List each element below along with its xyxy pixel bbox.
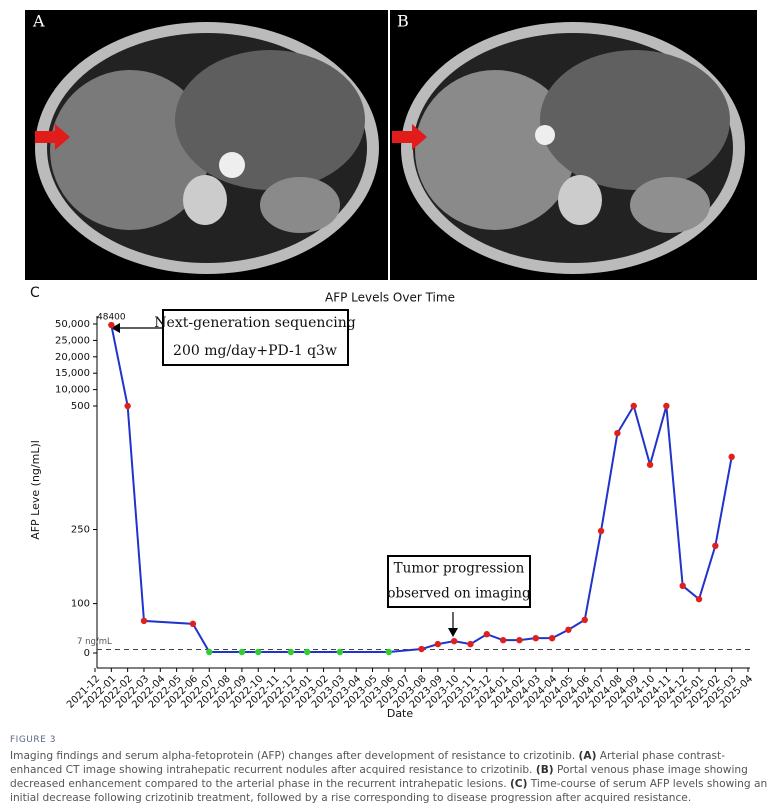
- data-point: [630, 402, 637, 410]
- y-tick-label: 15,000: [55, 368, 90, 379]
- data-point: [336, 648, 344, 656]
- data-point: [581, 616, 588, 624]
- figure-label: FIGURE 3: [10, 735, 56, 745]
- data-label: 48400: [97, 313, 126, 323]
- data-point: [499, 636, 507, 644]
- annotation-box: [387, 555, 531, 608]
- data-point: [728, 453, 735, 461]
- data-point: [565, 626, 572, 633]
- data-point: [434, 640, 442, 648]
- ct-image-a: [25, 10, 388, 280]
- data-point: [108, 321, 115, 329]
- data-point: [124, 402, 131, 410]
- data-point: [548, 634, 556, 642]
- annotation: 200 mg/day+PD-1 q3w: [173, 343, 337, 359]
- caption-part: (A): [578, 750, 597, 762]
- y-tick-label: 0: [84, 648, 90, 659]
- data-point: [516, 636, 523, 644]
- panel-label: B: [397, 12, 409, 31]
- data-point: [418, 645, 425, 653]
- panel-label: A: [32, 12, 45, 31]
- data-point: [467, 640, 474, 648]
- data-point: [532, 634, 539, 642]
- figure: A B C AFP Levels Over Time Date AFP Leve…: [25, 10, 757, 720]
- data-point: [663, 402, 670, 410]
- data-point: [287, 648, 295, 656]
- caption-part: Portal venous phase image showing decrea…: [10, 764, 748, 790]
- annotation: Next-generation sequencing: [154, 315, 355, 331]
- y-axis-label: AFP Leve (ng/mL)l: [29, 440, 42, 540]
- y-tick-label: 500: [71, 401, 90, 412]
- ct-image-b: [390, 10, 757, 280]
- data-point: [646, 461, 654, 468]
- caption-part: Time-course of serum AFP levels showing …: [10, 778, 768, 804]
- chart-title: AFP Levels Over Time: [325, 291, 455, 305]
- reference-label: 7 ng/mL: [77, 637, 112, 647]
- data-point: [206, 648, 213, 656]
- y-tick-label: 10,000: [55, 385, 90, 396]
- x-axis-label: Date: [387, 707, 414, 720]
- panel-label: C: [30, 285, 40, 301]
- caption-part: Arterial phase contrast-enhanced CT imag…: [10, 750, 726, 776]
- y-tick-label: 20,000: [55, 352, 90, 363]
- data-point: [255, 648, 262, 656]
- data-point: [385, 648, 393, 656]
- data-point: [614, 429, 621, 437]
- caption-text: Imaging findings and serum alpha-fetopro…: [10, 749, 768, 805]
- data-point: [679, 582, 686, 590]
- y-tick-label: 250: [71, 525, 90, 536]
- caption-part: Imaging findings and serum alpha-fetopro…: [10, 750, 579, 762]
- y-tick-label: 100: [71, 599, 90, 610]
- caption: FIGURE 3 Imaging findings and serum alph…: [10, 733, 768, 805]
- annotation-arrowhead: [448, 628, 458, 637]
- data-point: [597, 527, 605, 535]
- annotation-box: [162, 309, 349, 366]
- annotation-arrowhead: [111, 323, 120, 333]
- y-tick-label: 25,000: [55, 335, 90, 346]
- data-point: [189, 620, 197, 628]
- annotation: Tumor progression: [394, 561, 525, 577]
- data-point: [238, 648, 246, 656]
- annotation: observed on imaging: [387, 586, 531, 602]
- y-tick-label: 50,000: [55, 319, 90, 330]
- data-point: [140, 617, 148, 625]
- data-point: [712, 542, 719, 550]
- data-point: [695, 595, 703, 603]
- caption-part: (C): [509, 778, 528, 790]
- data-point: [450, 637, 458, 645]
- data-point: [304, 648, 311, 656]
- data-point: [483, 631, 490, 638]
- caption-part: (B): [535, 764, 554, 776]
